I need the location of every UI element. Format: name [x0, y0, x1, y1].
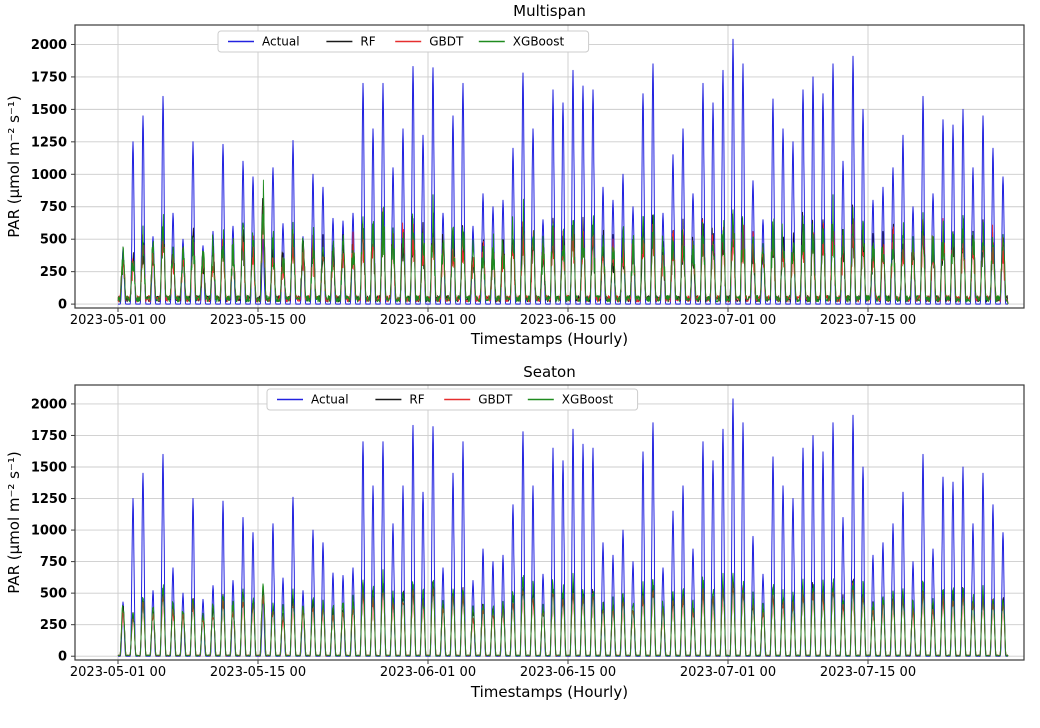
legend-label-rf: RF: [409, 393, 424, 407]
y-tick-label: 1000: [31, 524, 67, 539]
chart-title: Multispan: [513, 2, 586, 20]
x-tick-label: 2023-05-01 00: [70, 313, 166, 328]
x-tick-label: 2023-06-01 00: [380, 313, 476, 328]
y-tick-label: 0: [58, 298, 67, 313]
y-tick-label: 1500: [31, 460, 67, 475]
x-tick-label: 2023-05-15 00: [210, 665, 306, 680]
legend-label-xgboost: XGBoost: [513, 35, 565, 49]
y-tick-label: 1750: [31, 429, 67, 444]
plot-border: [74, 24, 1025, 309]
series-actual: [117, 38, 1009, 305]
x-tick-label: 2023-06-15 00: [520, 665, 616, 680]
y-tick-label: 1500: [31, 103, 67, 118]
plot-border: [74, 384, 1025, 661]
series-xgboost: [117, 569, 1009, 657]
y-tick-label: 0: [58, 650, 67, 665]
y-tick-label: 750: [40, 555, 67, 570]
y-tick-label: 1750: [31, 70, 67, 85]
series-xgboost: [117, 179, 1009, 305]
y-tick-label: 2000: [31, 38, 67, 53]
legend: Actual RF GBDT XGBoost: [266, 388, 639, 411]
legend-label-actual: Actual: [311, 393, 349, 407]
y-tick-label: 1000: [31, 168, 67, 183]
x-tick-label: 2023-05-15 00: [210, 313, 306, 328]
legend-label-gbdt: GBDT: [478, 393, 513, 407]
x-tick-label: 2023-06-01 00: [380, 665, 476, 680]
y-tick-label: 750: [40, 200, 67, 215]
x-tick-label: 2023-07-15 00: [820, 665, 916, 680]
series-group: [117, 398, 1009, 657]
y-tick-label: 500: [40, 587, 67, 602]
y-tick-label: 250: [40, 618, 67, 633]
y-tick-label: 2000: [31, 397, 67, 412]
y-tick-label: 1250: [31, 135, 67, 150]
x-tick-label: 2023-07-15 00: [820, 313, 916, 328]
y-axis-label: PAR (μmol m⁻² s⁻¹): [5, 451, 23, 594]
x-tick-label: 2023-07-01 00: [680, 313, 776, 328]
chart-seaton: 0 250 500 750 1000 1250 1500 1750 2000 2023-05-01…: [5, 363, 1025, 701]
x-tick-label: 2023-07-01 00: [680, 665, 776, 680]
legend-label-gbdt: GBDT: [429, 35, 464, 49]
y-tick-label: 250: [40, 265, 67, 280]
y-axis-label: PAR (μmol m⁻² s⁻¹): [5, 95, 23, 238]
chart-title: Seaton: [523, 363, 576, 381]
chart-multispan: 0 250 500 750 1000 1250 1500 1750 2000 2023-05-01…: [5, 2, 1025, 348]
series-group: [117, 38, 1009, 305]
tick-marks: [71, 43, 869, 312]
legend-label-actual: Actual: [262, 35, 300, 49]
y-tick-label: 1250: [31, 492, 67, 507]
x-axis-label: Timestamps (Hourly): [470, 330, 628, 348]
y-tick-label: 500: [40, 233, 67, 248]
legend: Actual RF GBDT XGBoost: [217, 30, 590, 53]
tick-marks: [71, 403, 869, 664]
series-actual: [117, 398, 1009, 657]
legend-label-xgboost: XGBoost: [562, 393, 614, 407]
x-axis-label: Timestamps (Hourly): [470, 683, 628, 701]
x-tick-label: 2023-06-15 00: [520, 313, 616, 328]
legend-label-rf: RF: [360, 35, 375, 49]
x-tick-label: 2023-05-01 00: [70, 665, 166, 680]
